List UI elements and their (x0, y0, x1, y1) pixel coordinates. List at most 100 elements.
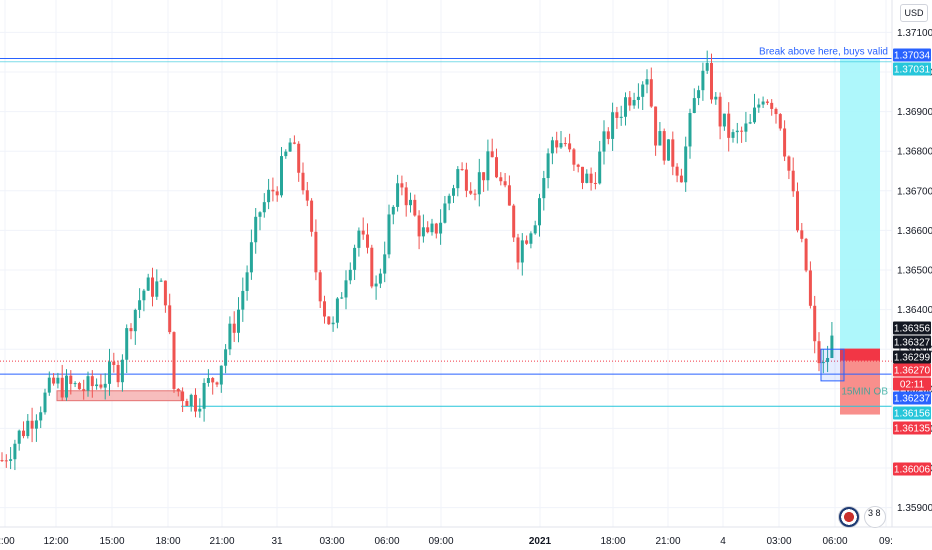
candle-body (396, 183, 400, 207)
candle-body (103, 383, 107, 388)
candle-body (176, 388, 180, 392)
candle-body (808, 270, 812, 306)
price-badge[interactable] (893, 62, 931, 76)
candle-body (649, 79, 653, 107)
candle-body (189, 394, 193, 407)
candle-body (254, 216, 258, 243)
candle-body (0, 460, 4, 462)
candle-body (434, 223, 438, 234)
candle-body (112, 361, 116, 365)
candle-body (679, 175, 683, 183)
candle-body (641, 84, 645, 97)
selection-box[interactable] (820, 348, 845, 382)
candle-body (224, 349, 228, 366)
candle-body (421, 227, 425, 237)
price-badge-label: 1.36006 (894, 465, 931, 476)
y-tick-label: 1.36800 (897, 147, 932, 158)
candle-body (159, 280, 163, 282)
price-badge[interactable] (893, 377, 931, 391)
break-note: Break above here, buys valid (759, 47, 888, 58)
candle-body (95, 384, 99, 387)
price-badge[interactable] (893, 350, 931, 364)
candle-body (452, 188, 455, 196)
candle-body (4, 460, 8, 462)
candle-body (69, 375, 73, 384)
x-tick-label: 09: (879, 536, 893, 547)
candle-body (43, 392, 47, 413)
candle-body (17, 430, 21, 444)
price-badge[interactable] (893, 391, 931, 405)
candle-body (138, 300, 142, 310)
candle-body (443, 203, 447, 223)
candle-body (714, 96, 718, 100)
candle-body (705, 62, 709, 71)
us-flag-icon[interactable] (864, 506, 886, 528)
flags[interactable]: 3 8 (838, 506, 898, 528)
candle-body (581, 166, 584, 183)
candle-body (108, 361, 111, 384)
candle-body (611, 112, 615, 139)
y-tick-label: 1.36600 (897, 226, 932, 237)
price-badge[interactable] (893, 462, 931, 476)
price-badge[interactable] (893, 421, 931, 435)
candle-body (404, 187, 408, 206)
candle-body (258, 212, 262, 217)
candle-body (731, 132, 735, 138)
price-badge[interactable] (893, 321, 931, 335)
price-badge[interactable] (893, 48, 931, 62)
candle-body (366, 234, 369, 248)
candle-body (787, 156, 791, 171)
candle-body (301, 172, 305, 191)
candle-body (262, 202, 266, 213)
x-tick-label: 2021 (529, 536, 552, 547)
candle-body (624, 97, 627, 117)
candle-body (374, 283, 378, 287)
candle-body (163, 280, 167, 306)
candle-body (26, 420, 30, 437)
candle-body (275, 191, 279, 196)
demand-zone-box[interactable] (56, 390, 182, 402)
candle-body (778, 114, 782, 129)
candle-body (550, 140, 554, 154)
currency-label[interactable]: USD (900, 4, 928, 22)
candle-body (288, 142, 292, 152)
candle-body (546, 153, 550, 179)
price-badge-label: 1.36270 (894, 366, 931, 377)
candle-body (52, 377, 56, 384)
x-tick-label: 15:00 (99, 536, 124, 547)
candle-body (563, 143, 567, 145)
price-badge[interactable] (893, 406, 931, 420)
candle-body (559, 143, 563, 148)
candle-body (151, 277, 154, 297)
candle-body (791, 170, 795, 192)
y-tick-label: 1.36500 (897, 266, 932, 277)
flag-icon[interactable] (838, 506, 860, 528)
price-badge[interactable] (893, 363, 931, 377)
candle-body (383, 254, 387, 274)
price-badge-label: 1.36356 (894, 324, 931, 335)
candle-body (409, 199, 412, 206)
candle-body (120, 359, 124, 383)
candle-body (60, 377, 64, 398)
y-tick-label: 1.36900 (897, 107, 932, 118)
price-badge-label: 1.36135 (894, 424, 931, 435)
candle-body (447, 195, 451, 204)
candle-body (632, 99, 636, 106)
candle-body (22, 430, 25, 437)
target-zone[interactable] (840, 58, 880, 350)
candle-body (667, 139, 670, 161)
candle-body (241, 290, 245, 310)
price-badge-label: 1.36156 (894, 409, 931, 420)
candle-body (172, 332, 176, 389)
candle-body (125, 328, 129, 360)
candle-body (310, 200, 314, 232)
price-badge[interactable] (893, 335, 931, 349)
x-tick-label: 18:00 (155, 536, 180, 547)
candle-body (645, 79, 649, 85)
candle-body (400, 183, 404, 188)
candle-body (206, 378, 210, 383)
candle-body (490, 151, 494, 158)
candle-body (271, 189, 275, 192)
